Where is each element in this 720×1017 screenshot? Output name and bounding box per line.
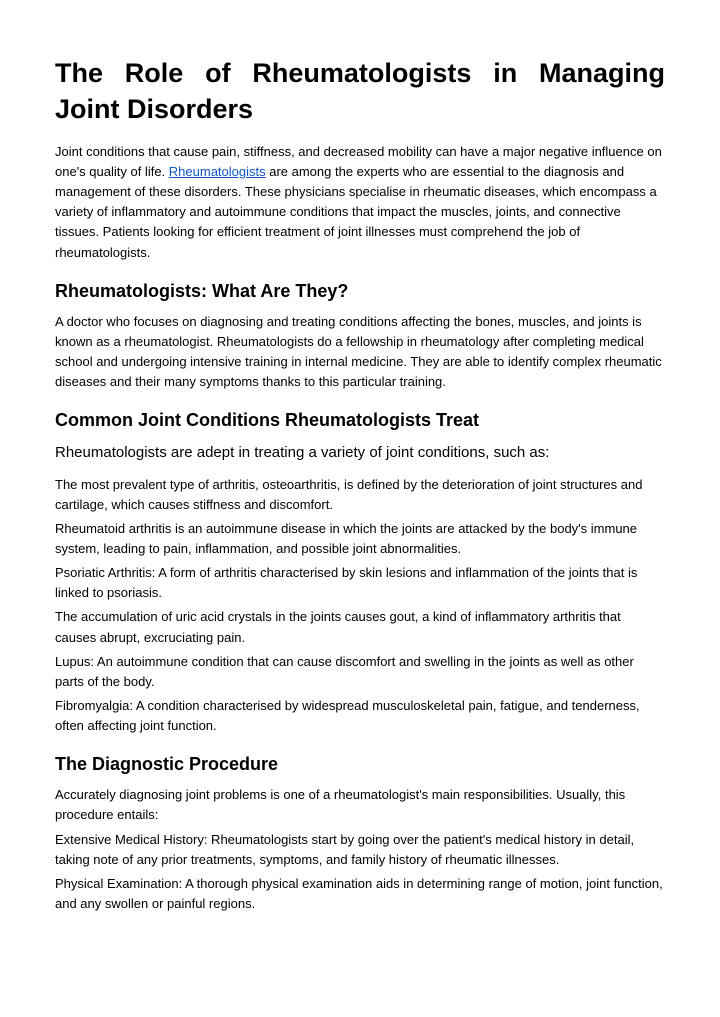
subheading-common-conditions: Rheumatologists are adept in treating a … <box>55 441 665 464</box>
diagnostic-medical-history: Extensive Medical History: Rheumatologis… <box>55 830 665 870</box>
condition-gout: The accumulation of uric acid crystals i… <box>55 607 665 647</box>
rheumatologists-link[interactable]: Rheumatologists <box>169 164 266 179</box>
condition-fibromyalgia: Fibromyalgia: A condition characterised … <box>55 696 665 736</box>
paragraph-what-are-they: A doctor who focuses on diagnosing and t… <box>55 312 665 393</box>
intro-paragraph: Joint conditions that cause pain, stiffn… <box>55 142 665 263</box>
heading-what-are-they: Rheumatologists: What Are They? <box>55 281 665 302</box>
condition-osteoarthritis: The most prevalent type of arthritis, os… <box>55 475 665 515</box>
condition-psoriatic: Psoriatic Arthritis: A form of arthritis… <box>55 563 665 603</box>
condition-rheumatoid: Rheumatoid arthritis is an autoimmune di… <box>55 519 665 559</box>
condition-lupus: Lupus: An autoimmune condition that can … <box>55 652 665 692</box>
diagnostic-physical-exam: Physical Examination: A thorough physica… <box>55 874 665 914</box>
diagnostic-intro: Accurately diagnosing joint problems is … <box>55 785 665 825</box>
heading-diagnostic-procedure: The Diagnostic Procedure <box>55 754 665 775</box>
document-title: The Role of Rheumatologists in Managing … <box>55 55 665 128</box>
heading-common-conditions: Common Joint Conditions Rheumatologists … <box>55 410 665 431</box>
